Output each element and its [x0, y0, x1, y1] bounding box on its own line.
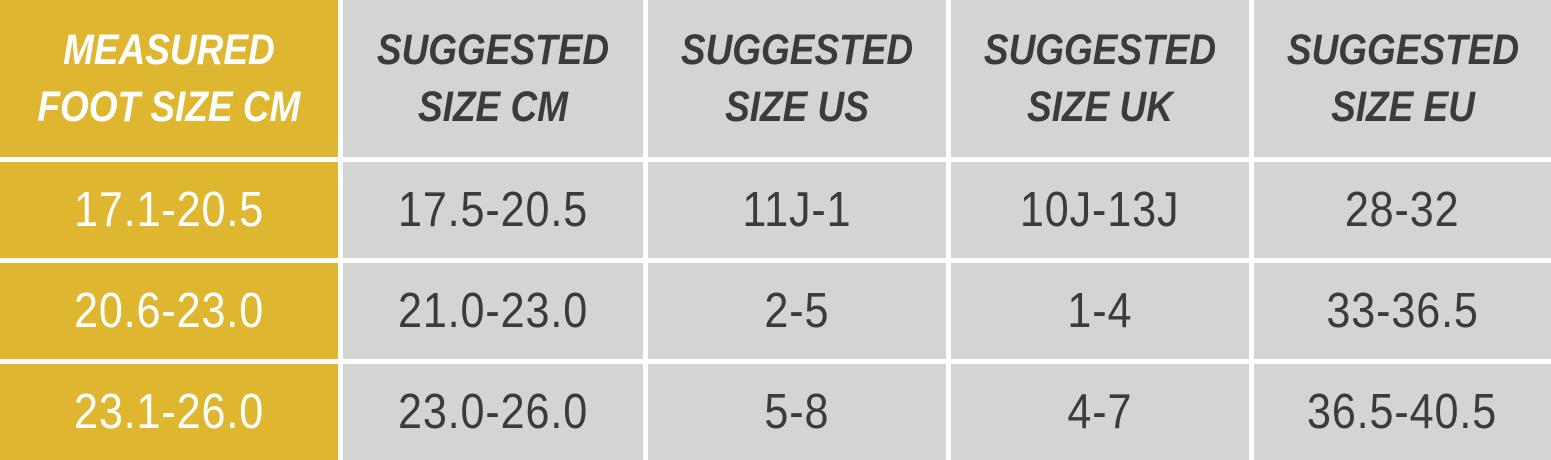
row1-size-us-value: 11J-1 [742, 183, 852, 237]
row1-size-cm-value: 17.5-20.5 [397, 183, 589, 237]
row3-size-uk-value: 4-7 [1067, 385, 1133, 439]
row3-size-us-cell: 5-8 [648, 364, 946, 460]
row1-size-eu-value: 28-32 [1345, 183, 1460, 237]
row2-size-cm-value: 21.0-23.0 [397, 284, 589, 338]
row2-measured-foot-size-cell: 20.6-23.0 [0, 263, 338, 359]
row3-size-cm-value: 23.0-26.0 [397, 385, 589, 439]
row2-size-uk-value: 1-4 [1067, 284, 1133, 338]
row3-size-us-value: 5-8 [764, 385, 830, 439]
row1-measured-foot-size-cell: 17.1-20.5 [0, 162, 338, 258]
row3-measured-foot-size-cell: 23.1-26.0 [0, 364, 338, 460]
row3-size-cm-cell: 23.0-26.0 [343, 364, 643, 460]
row1-measured-foot-size-value: 17.1-20.5 [73, 183, 265, 237]
row1-size-eu-cell: 28-32 [1254, 162, 1551, 258]
row1-size-cm-cell: 17.5-20.5 [343, 162, 643, 258]
row2-measured-foot-size-value: 20.6-23.0 [73, 284, 265, 338]
header-suggested-size-eu: SUGGESTED SIZE EU [1254, 0, 1551, 157]
header-suggested-size-eu-label: SUGGESTED SIZE EU [1286, 25, 1519, 131]
row1-size-us-cell: 11J-1 [648, 162, 946, 258]
row1-size-uk-value: 10J-13J [1020, 183, 1180, 237]
row3-size-uk-cell: 4-7 [951, 364, 1249, 460]
header-suggested-size-us: SUGGESTED SIZE US [648, 0, 946, 157]
row2-size-us-value: 2-5 [764, 284, 830, 338]
row2-size-uk-cell: 1-4 [951, 263, 1249, 359]
row3-size-eu-cell: 36.5-40.5 [1254, 364, 1551, 460]
header-measured-foot-size-cm: MEASURED FOOT SIZE CM [0, 0, 338, 157]
header-suggested-size-uk: SUGGESTED SIZE UK [951, 0, 1249, 157]
header-suggested-size-uk-label: SUGGESTED SIZE UK [983, 25, 1217, 131]
header-measured-foot-size-cm-label: MEASURED FOOT SIZE CM [37, 25, 301, 131]
row2-size-cm-cell: 21.0-23.0 [343, 263, 643, 359]
row1-size-uk-cell: 10J-13J [951, 162, 1249, 258]
header-suggested-size-cm-label: SUGGESTED SIZE CM [376, 25, 610, 131]
row2-size-eu-value: 33-36.5 [1326, 284, 1479, 338]
row3-size-eu-value: 36.5-40.5 [1307, 385, 1498, 439]
row2-size-us-cell: 2-5 [648, 263, 946, 359]
row3-measured-foot-size-value: 23.1-26.0 [73, 385, 265, 439]
header-suggested-size-us-label: SUGGESTED SIZE US [680, 25, 914, 131]
row2-size-eu-cell: 33-36.5 [1254, 263, 1551, 359]
header-suggested-size-cm: SUGGESTED SIZE CM [343, 0, 643, 157]
